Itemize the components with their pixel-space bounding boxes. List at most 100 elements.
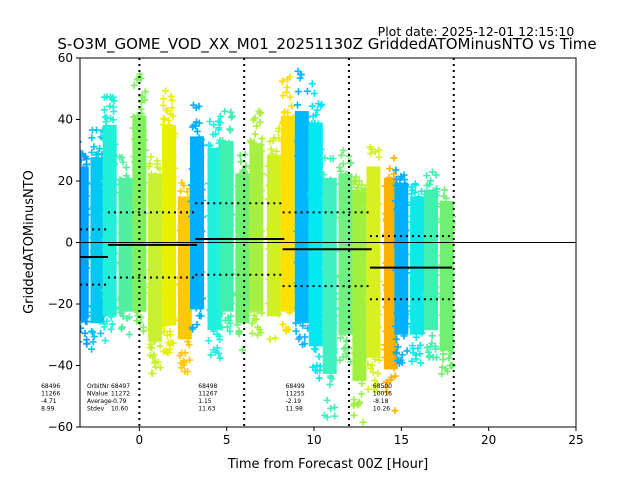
data-point [89,203,97,211]
data-point [427,177,435,185]
data-point [308,179,316,187]
data-point [130,113,138,121]
data-point [109,217,117,225]
stats-label: OrbitNr [87,383,110,390]
data-point [423,344,431,352]
data-point [354,331,362,339]
data-point [417,359,425,367]
stats-label: Average [87,398,112,405]
data-point [314,120,322,128]
data-point [80,156,85,164]
data-point [80,237,88,245]
data-point [169,339,177,347]
point-band [421,168,441,361]
data-point [266,335,274,343]
data-point [432,171,440,179]
data-point [409,199,417,207]
data-point [93,292,101,300]
data-point [266,137,274,145]
data-point [146,351,154,359]
data-point [80,177,83,180]
data-point [396,221,404,229]
data-point [193,204,201,212]
data-point [267,211,275,219]
data-point [352,251,360,259]
orbit-stat-value: 68499 [286,383,305,390]
data-point [120,246,128,254]
data-point [207,314,215,322]
data-point [193,127,201,135]
x-axis-label: Time from Forecast 00Z [Hour] [227,457,429,472]
data-point [207,351,215,359]
data-point [325,270,333,278]
data-point [381,240,389,248]
data-point [252,248,260,256]
data-point [267,145,275,153]
data-point [355,268,363,276]
data-point [83,336,91,344]
data-point [120,268,128,276]
data-point [168,170,176,178]
data-point [165,255,173,263]
orbit-stat-value: -8.18 [373,398,389,405]
data-point [252,208,260,216]
data-point [326,155,334,163]
data-point [108,135,116,143]
data-point [148,271,156,279]
data-point [416,350,424,358]
data-point [408,323,416,331]
data-point [391,407,399,415]
data-point [313,298,321,306]
data-point [90,333,98,341]
data-point [198,213,206,221]
x-tick-label: 20 [481,433,496,447]
data-point [371,226,379,234]
data-point [157,329,165,337]
data-point [109,116,117,124]
data-point [283,153,291,161]
data-point [122,172,130,180]
data-point [166,212,174,220]
data-point [219,257,227,265]
data-point [254,305,262,313]
data-point [339,146,347,154]
data-point [432,185,440,193]
data-point [132,157,140,165]
data-point [101,246,109,254]
data-point [390,154,398,162]
data-point [356,399,364,407]
data-point [445,325,453,333]
data-point [147,316,155,324]
data-point [168,104,176,112]
data-point [367,313,375,321]
data-point [293,259,301,267]
data-point [181,228,189,236]
data-point [367,365,375,373]
data-point [159,188,167,196]
data-point [132,279,140,287]
data-point [160,179,168,187]
data-point [370,220,378,228]
data-point [387,286,395,294]
data-point [265,276,273,284]
data-point [204,179,212,187]
data-point [395,360,403,368]
data-point [252,221,260,229]
data-point [226,169,234,177]
data-point [208,240,216,248]
data-point [80,190,86,198]
data-point [296,111,304,119]
data-point [327,298,335,306]
data-point [295,249,303,257]
data-point [255,143,263,151]
data-point [216,335,224,343]
data-point [294,138,302,146]
data-point [338,194,346,202]
data-point [95,300,103,308]
data-point [301,193,309,201]
data-point [134,170,142,178]
data-point [129,124,137,132]
data-point [391,372,399,380]
data-point [286,93,294,101]
